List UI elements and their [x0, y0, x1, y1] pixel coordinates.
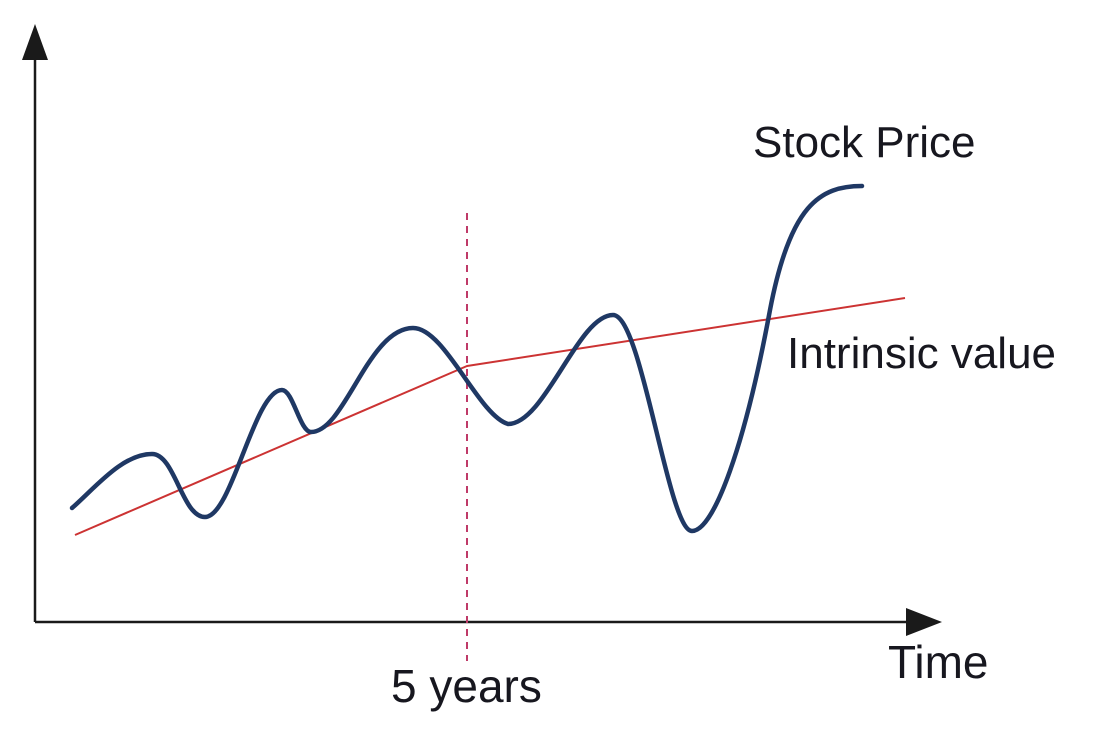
x-axis-arrowhead-icon — [906, 608, 942, 636]
y-axis-arrowhead-icon — [22, 24, 48, 60]
intrinsic-value-label: Intrinsic value — [787, 329, 1057, 378]
five-years-label: 5 years — [391, 660, 542, 712]
time-axis-label: Time — [888, 636, 989, 688]
intrinsic-value-line — [74, 297, 906, 536]
stock-price-curve — [69, 183, 865, 534]
stock-price-label: Stock Price — [753, 118, 976, 167]
